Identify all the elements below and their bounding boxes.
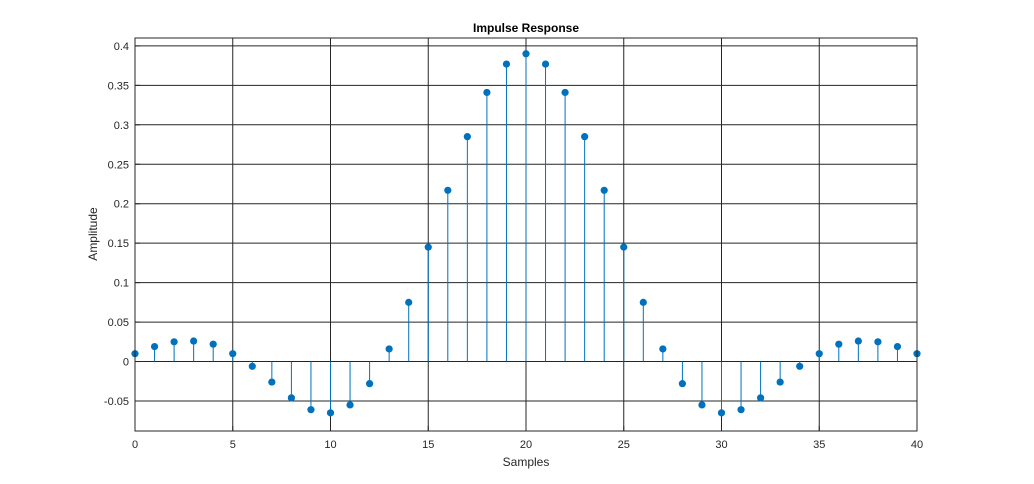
x-tick-label: 0 — [132, 439, 138, 451]
stem-marker — [678, 380, 687, 388]
y-axis-label: Amplitude — [86, 207, 100, 261]
stem-marker — [639, 298, 647, 306]
stem-marker — [600, 186, 608, 194]
stem-marker — [796, 362, 804, 370]
x-tick-label: 5 — [230, 439, 236, 451]
stem-marker — [581, 133, 589, 141]
y-tick-label: 0.3 — [114, 120, 129, 132]
x-tick-label: 20 — [520, 439, 532, 451]
y-tick-label: 0.4 — [114, 41, 129, 53]
stem-marker — [620, 243, 628, 251]
y-tick-label: 0.25 — [108, 159, 129, 171]
stem-marker — [268, 378, 276, 386]
y-tick-label: 0.05 — [108, 317, 129, 329]
axis-ticks: 0 5 10 15 20 25 30 35 40 -0.05 0 0.05 0.1 0.15 0.2 0.25… — [104, 41, 923, 451]
x-tick-label: 15 — [422, 439, 434, 451]
stem-marker — [835, 340, 843, 348]
stem-marker — [190, 337, 198, 345]
stem-marker — [483, 88, 491, 97]
stem-marker — [287, 394, 295, 402]
stem-marker — [326, 409, 335, 417]
y-tick-label: 0.35 — [108, 80, 129, 92]
y-tick-label: 0.2 — [114, 199, 129, 211]
y-tick-label: 0 — [123, 357, 129, 369]
y-tick-label: -0.05 — [104, 396, 129, 408]
stem-marker — [893, 342, 902, 351]
stem-marker — [229, 350, 237, 358]
stem-marker — [170, 338, 178, 346]
stem-marker — [366, 380, 374, 388]
stem-marker — [522, 50, 530, 58]
stem-marker — [463, 133, 471, 141]
stem-marker — [502, 60, 511, 68]
stem-marker — [424, 243, 432, 251]
stem-marker — [405, 298, 413, 306]
stem-marker — [346, 401, 354, 409]
x-tick-label: 40 — [911, 439, 923, 451]
x-tick-label: 30 — [715, 439, 727, 451]
stem-marker — [698, 401, 706, 409]
stem-marker — [815, 350, 823, 358]
stem-marker — [854, 337, 862, 345]
y-tick-label: 0.1 — [114, 278, 129, 290]
stem-marker — [561, 88, 569, 97]
stem-marker — [209, 340, 217, 348]
x-axis-label: Samples — [503, 455, 550, 469]
stem-marker — [150, 342, 159, 351]
stem-marker — [874, 338, 882, 346]
stem-marker — [385, 345, 393, 353]
stem-marker — [541, 60, 550, 68]
chart-title: Impulse Response — [473, 21, 579, 35]
stem-marker — [757, 394, 765, 402]
stem-marker — [659, 345, 667, 353]
x-tick-label: 10 — [324, 439, 336, 451]
x-tick-label: 35 — [813, 439, 825, 451]
y-tick-label: 0.15 — [108, 238, 129, 250]
stem-marker — [717, 409, 726, 417]
stem-marker — [776, 378, 784, 386]
stem-marker — [444, 186, 452, 194]
stem-marker — [737, 406, 745, 414]
x-tick-label: 25 — [618, 439, 630, 451]
stem-marker — [307, 406, 315, 414]
stem-marker — [248, 362, 256, 370]
